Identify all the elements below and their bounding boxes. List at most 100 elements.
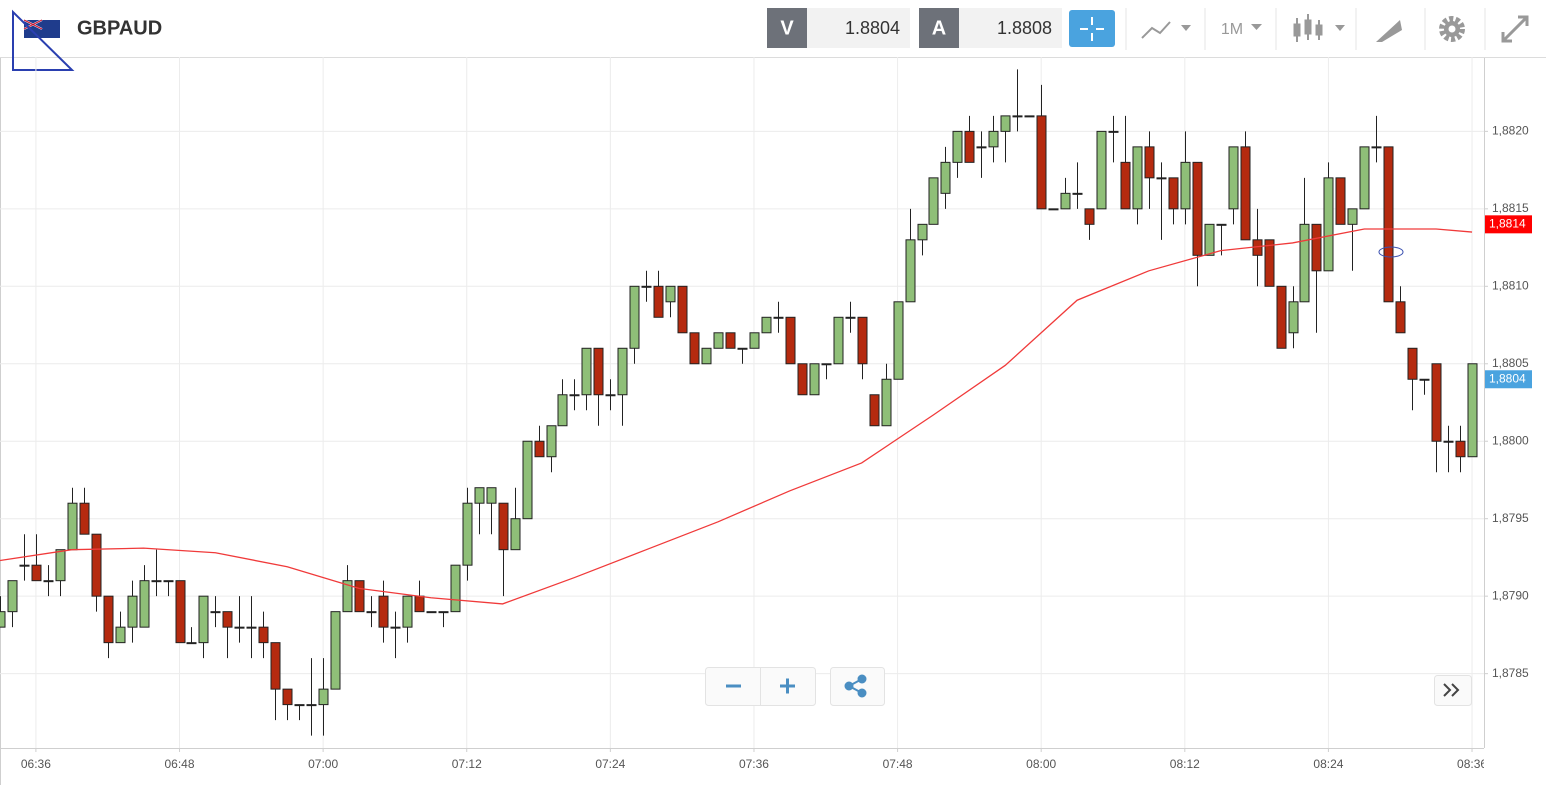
candle-body <box>928 177 939 225</box>
candle-body <box>414 595 425 613</box>
last-price-tag-text: 1,8804 <box>1489 371 1526 385</box>
icon-wicks <box>1296 14 1320 42</box>
candle-body <box>115 626 126 644</box>
candle-body <box>306 704 317 707</box>
chart-type-button[interactable] <box>1293 14 1345 42</box>
scroll-right[interactable] <box>1443 683 1460 697</box>
candle-body <box>1443 440 1454 443</box>
x-tick-label: 07:24 <box>595 757 625 771</box>
candle-body <box>270 642 281 690</box>
indicator-button[interactable] <box>1141 21 1191 39</box>
ask-button[interactable]: A 1.8808 <box>919 8 1062 48</box>
candle-body <box>246 626 257 629</box>
candle-body <box>665 285 676 303</box>
timeframe-button[interactable]: 1M <box>1221 21 1262 38</box>
candle-body <box>342 580 353 613</box>
candle-body <box>522 440 533 520</box>
candle-body <box>617 347 628 396</box>
share-node <box>857 688 867 698</box>
settings-button[interactable] <box>1439 16 1465 42</box>
candle-body <box>1335 177 1346 225</box>
candle-body <box>1132 146 1143 210</box>
candle-body <box>713 332 724 349</box>
candle-body <box>1168 177 1179 210</box>
x-tick-label: 08:24 <box>1313 757 1343 771</box>
candle-body <box>1108 130 1119 133</box>
average-line <box>0 228 1473 605</box>
candle-body <box>881 378 892 427</box>
fullscreen-icon <box>1501 15 1529 43</box>
candle-body <box>1228 146 1239 210</box>
candle-body <box>510 518 521 551</box>
draw-button[interactable] <box>1376 20 1402 42</box>
candle-body <box>857 316 868 365</box>
ask-label: A <box>932 17 946 39</box>
y-tick-label: 1,8800 <box>1492 433 1529 447</box>
crosshair-button[interactable] <box>1069 10 1115 47</box>
candle-body <box>462 502 473 566</box>
y-tick-label: 1,8795 <box>1492 511 1529 525</box>
crosshair-box <box>1069 10 1115 47</box>
candle-body <box>474 487 485 504</box>
candle-body <box>198 595 209 644</box>
candle-body <box>988 130 999 148</box>
candle-body <box>366 611 377 614</box>
share-button[interactable] <box>844 674 867 698</box>
candle-body <box>1144 146 1155 179</box>
scroll-box <box>1434 675 1472 706</box>
candle-body <box>1084 208 1095 225</box>
x-axis: 06:36 06:48 07:00 07:12 07:24 07:36 07:48 08:00… <box>21 748 1487 771</box>
ask-box <box>959 8 1062 48</box>
candle-body <box>557 394 568 427</box>
y-tick-label: 1,8820 <box>1492 124 1529 138</box>
share-box <box>830 667 885 706</box>
candle-body <box>845 316 856 319</box>
x-tick-label: 07:48 <box>883 757 913 771</box>
y-tick-label: 1,8790 <box>1492 588 1529 602</box>
candle-body <box>139 580 150 628</box>
candle-body <box>0 611 6 628</box>
candle-body <box>797 363 808 396</box>
candle-body <box>390 626 401 629</box>
candle-body <box>258 626 269 644</box>
candle-body <box>450 564 461 613</box>
candle-body <box>677 285 688 334</box>
candle-body <box>151 580 162 583</box>
fullscreen-button[interactable] <box>1501 15 1529 43</box>
candle-body <box>952 130 963 163</box>
candle-body <box>641 285 652 288</box>
candle-body <box>79 502 90 535</box>
candle-body <box>940 161 951 194</box>
candle-body <box>905 239 916 303</box>
candle-body <box>833 316 844 365</box>
candle-body <box>1323 177 1334 272</box>
candle-body <box>917 223 928 241</box>
candle-body <box>1407 347 1418 380</box>
x-tick-label: 07:36 <box>739 757 769 771</box>
candle-body <box>821 363 832 366</box>
candle-body <box>1276 285 1287 349</box>
candle-body <box>19 564 30 567</box>
candle-body <box>1264 239 1275 287</box>
candle-body <box>1467 363 1478 458</box>
candle-body <box>127 595 138 628</box>
bid-button[interactable]: V 1.8804 <box>767 8 910 48</box>
candle-body <box>43 580 54 583</box>
candle-body <box>330 611 341 690</box>
x-tick-label: 08:36 <box>1457 757 1487 771</box>
x-tick-label: 06:48 <box>165 757 195 771</box>
draw-icon <box>1376 20 1402 42</box>
zoom-in[interactable] <box>780 678 795 694</box>
candle-body <box>1072 192 1083 195</box>
candle-body <box>486 487 497 504</box>
candle-body <box>1311 223 1322 272</box>
corner-marker <box>12 9 75 71</box>
dropdown-arrow <box>1335 25 1345 31</box>
bid-box <box>807 8 910 48</box>
dropdown-arrow <box>1181 25 1191 31</box>
candle-body <box>1395 301 1406 334</box>
plot <box>0 69 1478 736</box>
y-axis: 1,8785 1,8790 1,8795 1,8800 1,8805 1,8810 1,88… <box>1484 124 1532 680</box>
symbol: GBPAUD <box>77 17 162 39</box>
